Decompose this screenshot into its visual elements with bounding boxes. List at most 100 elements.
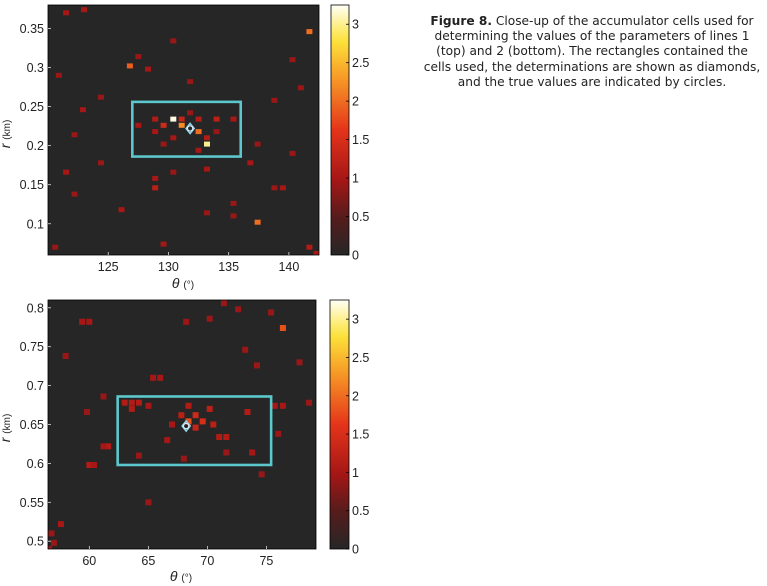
accumulator-cell (187, 79, 194, 85)
accumulator-cell (178, 122, 185, 128)
colorbar-tick-label: 0 (352, 249, 359, 263)
colorbar-tick-label: 2 (352, 389, 359, 403)
accumulator-cell (52, 244, 59, 250)
accumulator-cell (268, 309, 275, 316)
accumulator-cell (160, 241, 167, 247)
accumulator-cell (128, 405, 135, 412)
accumulator-cell (271, 97, 278, 103)
accumulator-cell (275, 430, 282, 437)
accumulator-cell (279, 402, 286, 409)
colorbar-tick-label: 0.5 (352, 504, 369, 518)
accumulator-cell (63, 169, 70, 175)
accumulator-cell (63, 10, 70, 16)
y-axis-label: r (km) (0, 414, 13, 443)
accumulator-cell (71, 191, 78, 197)
accumulator-cell (204, 166, 210, 172)
accumulator-cell (296, 359, 303, 366)
accumulator-cell (160, 122, 167, 128)
accumulator-cell (242, 346, 249, 353)
accumulator-cell (91, 462, 97, 468)
colorbar-tick-label: 0.5 (352, 210, 369, 224)
accumulator-cell (100, 393, 107, 400)
x-tick-label: 125 (98, 260, 119, 274)
y-tick-label: 0.75 (20, 340, 44, 354)
y-axis-label-unit: (km) (2, 120, 13, 140)
accumulator-cell (98, 160, 104, 166)
accumulator-cell (135, 54, 142, 60)
accumulator-cell (204, 141, 210, 147)
accumulator-cell (230, 213, 237, 219)
accumulator-cell (279, 325, 286, 331)
accumulator-cells (52, 7, 319, 255)
accumulator-cell (81, 7, 88, 13)
accumulator-cell (55, 72, 62, 78)
accumulator-cell (206, 405, 213, 412)
colorbar (330, 4, 350, 256)
accumulator-cell (306, 244, 313, 250)
accumulator-cell (254, 362, 260, 369)
accumulator-cell (289, 57, 296, 63)
accumulator-cell (178, 412, 185, 419)
accumulator-cell (121, 399, 128, 406)
y-tick-label: 0.1 (27, 217, 44, 231)
y-tick-label: 0.35 (20, 22, 44, 36)
accumulator-cell (71, 132, 78, 138)
colorbar-tick-label: 1.5 (352, 428, 369, 442)
accumulator-cell (180, 455, 187, 462)
accumulator-cell (195, 129, 202, 135)
accumulator-cell (271, 185, 278, 191)
y-tick-label: 0.8 (27, 301, 44, 315)
colorbar-tick-label: 3 (352, 313, 359, 327)
figure-caption: Figure 8. Close-up of the accumulator ce… (423, 14, 761, 90)
accumulator-cell (247, 160, 254, 166)
accumulator-cell (98, 94, 104, 100)
accumulator-cells (48, 300, 312, 549)
x-axis-label: θ (°) (172, 275, 194, 291)
accumulator-cell (126, 63, 133, 69)
accumulator-cell (195, 147, 202, 153)
accumulator-cell (170, 135, 177, 141)
accumulator-cell (289, 150, 296, 156)
accumulator-cell (135, 399, 142, 406)
y-axis-label-unit: (km) (2, 414, 13, 434)
accumulator-cell (145, 402, 152, 409)
colorbar-tick-label: 2 (352, 95, 359, 109)
accumulator-cell (145, 499, 152, 506)
accumulator-cell (118, 207, 125, 213)
x-tick-label: 135 (218, 260, 239, 274)
accumulator-cell (258, 471, 265, 478)
accumulator-cell (145, 66, 151, 72)
y-tick-label: 0.5 (27, 535, 44, 549)
y-tick-label: 0.55 (20, 496, 44, 510)
y-tick-label: 0.6 (27, 457, 44, 471)
accumulator-cell (135, 452, 142, 459)
accumulator-cell (50, 539, 57, 546)
x-axis-label-symbol: θ (170, 568, 181, 584)
selection-rectangle (131, 100, 243, 158)
selection-rectangle (116, 395, 273, 467)
y-axis-label: r (km) (0, 120, 13, 149)
accumulator-cell (213, 129, 220, 135)
accumulator-cell (271, 402, 278, 409)
accumulator-cell (210, 421, 217, 428)
x-tick-label: 75 (259, 554, 273, 568)
accumulator-cell (183, 318, 190, 325)
accumulator-cell (160, 141, 167, 147)
accumulator-cell (244, 409, 251, 415)
colorbar-tick-label: 2.5 (352, 351, 369, 365)
accumulator-chart-2: 60 65 70 75 0.5 0.55 0.6 0.65 0.7 0.75 0.8 θ (°) r (… (0, 299, 369, 584)
accumulator-cell (249, 449, 256, 456)
accumulator-cell (86, 462, 93, 468)
y-tick-label: 0.15 (20, 178, 44, 192)
accumulator-cell (164, 437, 171, 444)
accumulator-cell (220, 300, 227, 307)
accumulator-cell (48, 546, 53, 549)
x-axis-label-symbol: θ (172, 275, 183, 291)
accumulator-cell (178, 116, 185, 122)
accumulator-cell (135, 122, 142, 128)
accumulator-cell (279, 185, 286, 191)
x-tick-label: 65 (141, 554, 155, 568)
accumulator-cell (185, 402, 192, 409)
